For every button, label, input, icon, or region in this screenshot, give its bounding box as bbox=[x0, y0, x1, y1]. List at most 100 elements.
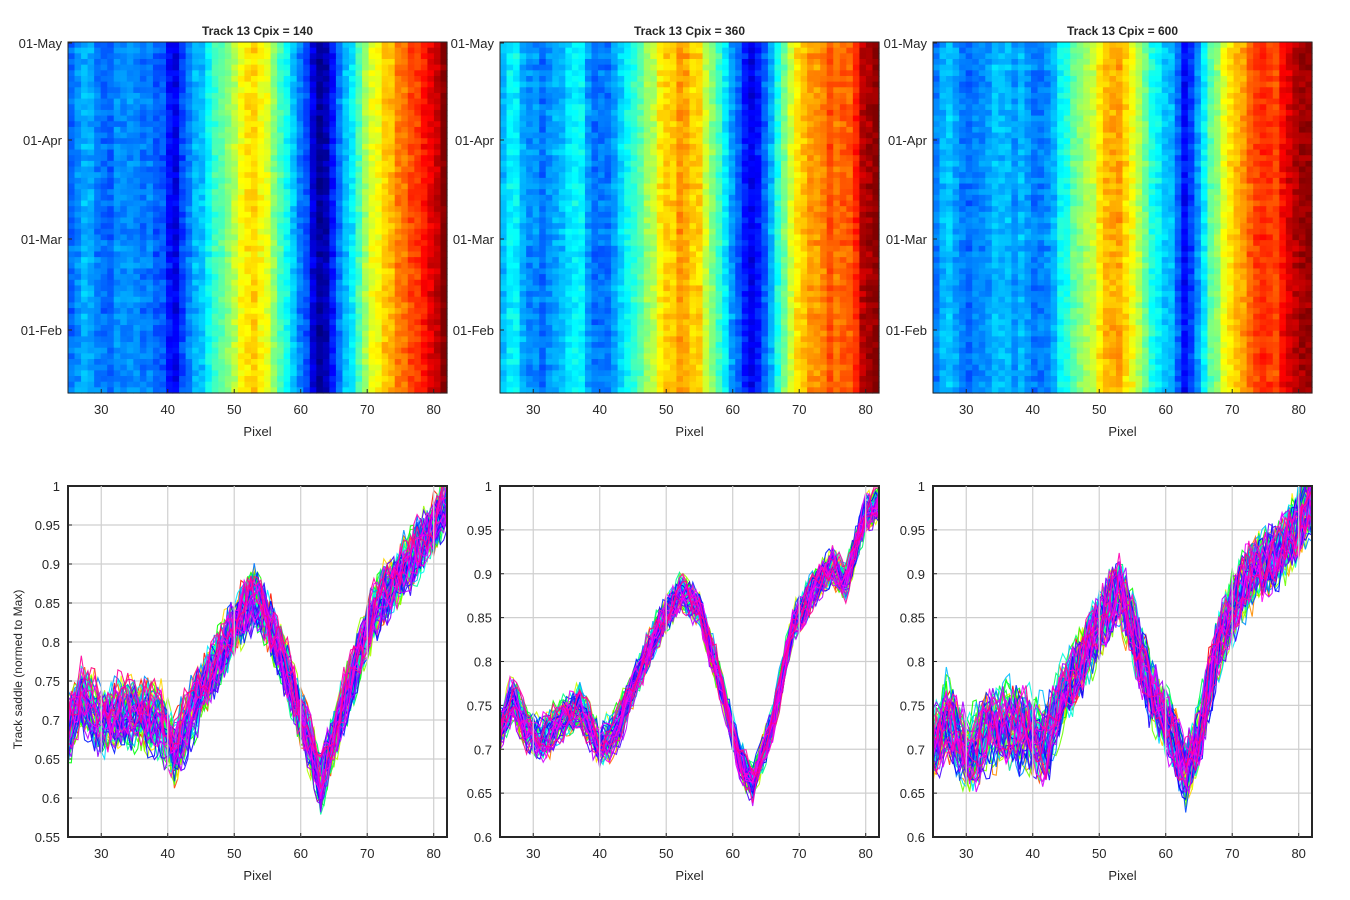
heatmap-cell bbox=[179, 126, 187, 134]
heatmap-cell bbox=[532, 138, 540, 145]
heatmap-cell bbox=[433, 234, 442, 241]
heatmap-cell bbox=[427, 347, 435, 354]
heatmap-cell bbox=[794, 81, 802, 88]
heatmap-cell bbox=[342, 245, 350, 253]
heatmap-cell bbox=[342, 279, 350, 287]
heatmap-cell bbox=[185, 228, 193, 236]
heatmap-cell bbox=[433, 223, 442, 230]
heatmap-cell bbox=[68, 47, 76, 54]
heatmap-cell bbox=[440, 240, 448, 247]
heatmap-cell bbox=[237, 87, 246, 94]
heatmap-cell bbox=[283, 240, 291, 247]
heatmap-cell bbox=[767, 143, 776, 151]
heatmap-cell bbox=[303, 75, 311, 83]
heatmap-cell bbox=[257, 53, 265, 60]
heatmap-cell bbox=[833, 138, 841, 145]
heatmap-cell bbox=[440, 347, 448, 354]
heatmap-cell bbox=[264, 149, 272, 156]
heatmap-cell bbox=[342, 58, 350, 66]
heatmap-cell bbox=[159, 177, 167, 185]
heatmap-cell bbox=[231, 47, 239, 54]
heatmap-cell bbox=[296, 211, 304, 219]
heatmap-cell bbox=[87, 75, 95, 83]
heatmap-cell bbox=[68, 92, 76, 100]
heatmap-cell bbox=[224, 296, 232, 304]
heatmap-cell bbox=[205, 291, 213, 298]
heatmap-cell bbox=[427, 160, 435, 168]
heatmap-cell bbox=[87, 387, 95, 394]
heatmap-cell bbox=[74, 138, 82, 145]
heatmap-cell bbox=[342, 53, 350, 60]
heatmap-cell bbox=[761, 53, 769, 60]
heatmap-cell bbox=[342, 330, 350, 337]
heatmap-cell bbox=[146, 92, 154, 100]
heatmap-cell bbox=[859, 160, 867, 168]
heatmap-cell bbox=[696, 160, 704, 168]
heatmap-cell bbox=[231, 200, 239, 207]
heatmap-cell bbox=[309, 64, 317, 71]
heatmap-cell bbox=[231, 245, 239, 253]
heatmap-cell bbox=[342, 70, 350, 77]
heatmap-cell bbox=[761, 155, 769, 162]
heatmap-cell bbox=[237, 109, 246, 117]
heatmap-cell bbox=[826, 166, 834, 173]
heatmap-cell bbox=[87, 42, 95, 49]
heatmap-cell bbox=[800, 47, 808, 54]
heatmap-cell bbox=[591, 87, 599, 94]
heatmap-cell bbox=[709, 81, 717, 88]
heatmap-cell bbox=[368, 364, 376, 371]
heatmap-cell bbox=[650, 81, 658, 88]
heatmap-cell bbox=[107, 336, 115, 343]
heatmap-cell bbox=[820, 143, 828, 151]
heatmap-cell bbox=[283, 291, 291, 298]
heatmap-cell bbox=[198, 155, 206, 162]
heatmap-cell bbox=[650, 132, 658, 139]
heatmap-cell bbox=[309, 251, 317, 258]
heatmap-cell bbox=[303, 149, 311, 156]
heatmap-cell bbox=[388, 257, 396, 264]
heatmap-cell bbox=[754, 166, 762, 173]
heatmap-cell bbox=[433, 92, 442, 100]
heatmap-cell bbox=[348, 279, 357, 287]
heatmap-cell bbox=[401, 302, 409, 309]
heatmap-cell bbox=[696, 53, 704, 60]
heatmap-cell bbox=[290, 319, 298, 326]
heatmap-cell bbox=[741, 42, 749, 49]
heatmap-cell bbox=[179, 132, 187, 139]
heatmap-cell bbox=[198, 87, 206, 94]
heatmap-cell bbox=[388, 81, 396, 88]
heatmap-cell bbox=[74, 376, 82, 383]
heatmap-cell bbox=[513, 143, 521, 151]
heatmap-cell bbox=[342, 268, 350, 275]
heatmap-cell bbox=[146, 336, 154, 343]
heatmap-cell bbox=[637, 172, 645, 179]
heatmap-cell bbox=[250, 319, 259, 326]
heatmap-cell bbox=[630, 58, 638, 66]
heatmap-cell bbox=[650, 75, 658, 83]
heatmap-cell bbox=[218, 138, 226, 145]
heatmap-cell bbox=[146, 223, 154, 230]
heatmap-cell bbox=[107, 245, 115, 253]
heatmap-cell bbox=[407, 155, 415, 162]
heatmap-cell bbox=[420, 387, 428, 394]
heatmap-cell bbox=[303, 228, 311, 236]
heatmap-cell bbox=[185, 138, 193, 145]
heatmap-cell bbox=[74, 172, 82, 179]
heatmap-cell bbox=[133, 217, 141, 224]
heatmap-cell bbox=[316, 302, 324, 309]
heatmap-cell bbox=[87, 47, 95, 54]
heatmap-cell bbox=[676, 47, 684, 54]
heatmap-cell bbox=[68, 126, 76, 134]
heatmap-cell bbox=[237, 200, 246, 207]
heatmap-cell bbox=[846, 132, 854, 139]
heatmap-cell bbox=[322, 126, 330, 134]
heatmap-cell bbox=[68, 325, 76, 332]
heatmap-cell bbox=[100, 313, 108, 320]
heatmap-cell bbox=[414, 257, 422, 264]
heatmap-cell bbox=[348, 268, 357, 275]
heatmap-cell bbox=[290, 126, 298, 134]
heatmap-cell bbox=[166, 285, 174, 292]
heatmap-cell bbox=[166, 200, 174, 207]
heatmap-cell bbox=[611, 104, 619, 111]
heatmap-cell bbox=[205, 155, 213, 162]
